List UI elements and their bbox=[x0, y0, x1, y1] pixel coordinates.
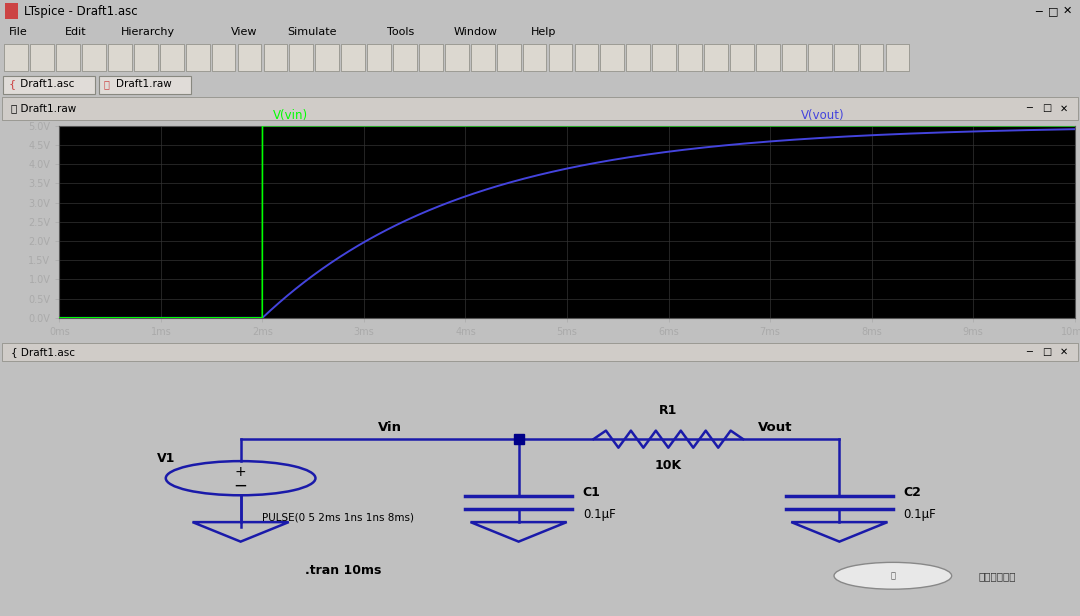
Text: 10K: 10K bbox=[654, 459, 681, 472]
Text: Vin: Vin bbox=[378, 421, 403, 434]
Text: PULSE(0 5 2ms 1ns 1ns 8ms): PULSE(0 5 2ms 1ns 1ns 8ms) bbox=[262, 513, 414, 522]
Bar bbox=[782, 44, 806, 71]
Text: ✕: ✕ bbox=[1059, 103, 1068, 113]
Bar bbox=[2, 343, 1078, 361]
Bar bbox=[30, 44, 54, 71]
Bar bbox=[652, 44, 676, 71]
Bar bbox=[626, 44, 650, 71]
Bar bbox=[82, 44, 106, 71]
Text: Help: Help bbox=[531, 27, 556, 37]
Text: 0.1μF: 0.1μF bbox=[583, 508, 616, 521]
Text: { Draft1.asc: { Draft1.asc bbox=[11, 347, 75, 357]
Bar bbox=[56, 44, 80, 71]
Bar bbox=[264, 44, 287, 71]
Circle shape bbox=[834, 562, 951, 589]
Text: Hierarchy: Hierarchy bbox=[121, 27, 175, 37]
Bar bbox=[367, 44, 391, 71]
Bar bbox=[3, 76, 95, 94]
Text: Window: Window bbox=[454, 27, 498, 37]
Text: .tran 10ms: .tran 10ms bbox=[305, 564, 381, 577]
Bar bbox=[730, 44, 754, 71]
Text: File: File bbox=[9, 27, 27, 37]
Bar bbox=[5, 3, 18, 19]
Bar bbox=[523, 44, 546, 71]
Text: □: □ bbox=[1042, 347, 1051, 357]
Bar bbox=[108, 44, 132, 71]
Bar bbox=[860, 44, 883, 71]
Text: View: View bbox=[231, 27, 258, 37]
Bar bbox=[471, 44, 495, 71]
Text: ─: ─ bbox=[1036, 6, 1042, 16]
Text: 电子开发学习: 电子开发学习 bbox=[978, 571, 1016, 581]
Text: V(vout): V(vout) bbox=[800, 109, 845, 122]
Bar bbox=[600, 44, 624, 71]
Bar bbox=[393, 44, 417, 71]
Text: +: + bbox=[234, 465, 246, 479]
Text: V1: V1 bbox=[157, 452, 175, 465]
Bar bbox=[704, 44, 728, 71]
Bar bbox=[549, 44, 572, 71]
Text: LTspice - Draft1.asc: LTspice - Draft1.asc bbox=[24, 4, 137, 18]
Bar bbox=[134, 44, 158, 71]
Bar bbox=[289, 44, 313, 71]
Text: C2: C2 bbox=[904, 487, 921, 500]
Text: □: □ bbox=[1042, 103, 1051, 113]
Text: 📈: 📈 bbox=[104, 79, 109, 89]
Bar bbox=[445, 44, 469, 71]
Bar bbox=[238, 44, 261, 71]
Bar bbox=[4, 44, 28, 71]
Bar bbox=[808, 44, 832, 71]
Text: ─: ─ bbox=[1026, 347, 1032, 357]
Bar bbox=[341, 44, 365, 71]
Text: V(vin): V(vin) bbox=[272, 109, 308, 122]
Text: Vout: Vout bbox=[758, 421, 793, 434]
Text: 微: 微 bbox=[890, 571, 895, 580]
Text: Edit: Edit bbox=[65, 27, 86, 37]
Bar bbox=[2, 97, 1078, 120]
Text: Draft1.asc: Draft1.asc bbox=[17, 79, 75, 89]
Bar bbox=[678, 44, 702, 71]
Bar bbox=[834, 44, 858, 71]
Bar bbox=[186, 44, 210, 71]
Bar bbox=[160, 44, 184, 71]
Bar bbox=[575, 44, 598, 71]
Text: {: { bbox=[9, 79, 16, 89]
Text: ✕: ✕ bbox=[1059, 347, 1068, 357]
Bar bbox=[756, 44, 780, 71]
Bar bbox=[419, 44, 443, 71]
Text: □: □ bbox=[1048, 6, 1058, 16]
Text: 0.1μF: 0.1μF bbox=[904, 508, 936, 521]
Bar bbox=[315, 44, 339, 71]
Text: R1: R1 bbox=[659, 404, 677, 417]
Text: Tools: Tools bbox=[387, 27, 414, 37]
Text: −: − bbox=[233, 477, 247, 495]
Bar bbox=[497, 44, 521, 71]
Text: C1: C1 bbox=[583, 487, 600, 500]
Bar bbox=[212, 44, 235, 71]
Text: ✕: ✕ bbox=[1063, 6, 1071, 16]
Text: Simulate: Simulate bbox=[287, 27, 337, 37]
Text: 📈 Draft1.raw: 📈 Draft1.raw bbox=[11, 103, 76, 113]
Bar bbox=[886, 44, 909, 71]
Bar bbox=[99, 76, 191, 94]
Text: ─: ─ bbox=[1026, 103, 1032, 113]
Text: Draft1.raw: Draft1.raw bbox=[116, 79, 172, 89]
